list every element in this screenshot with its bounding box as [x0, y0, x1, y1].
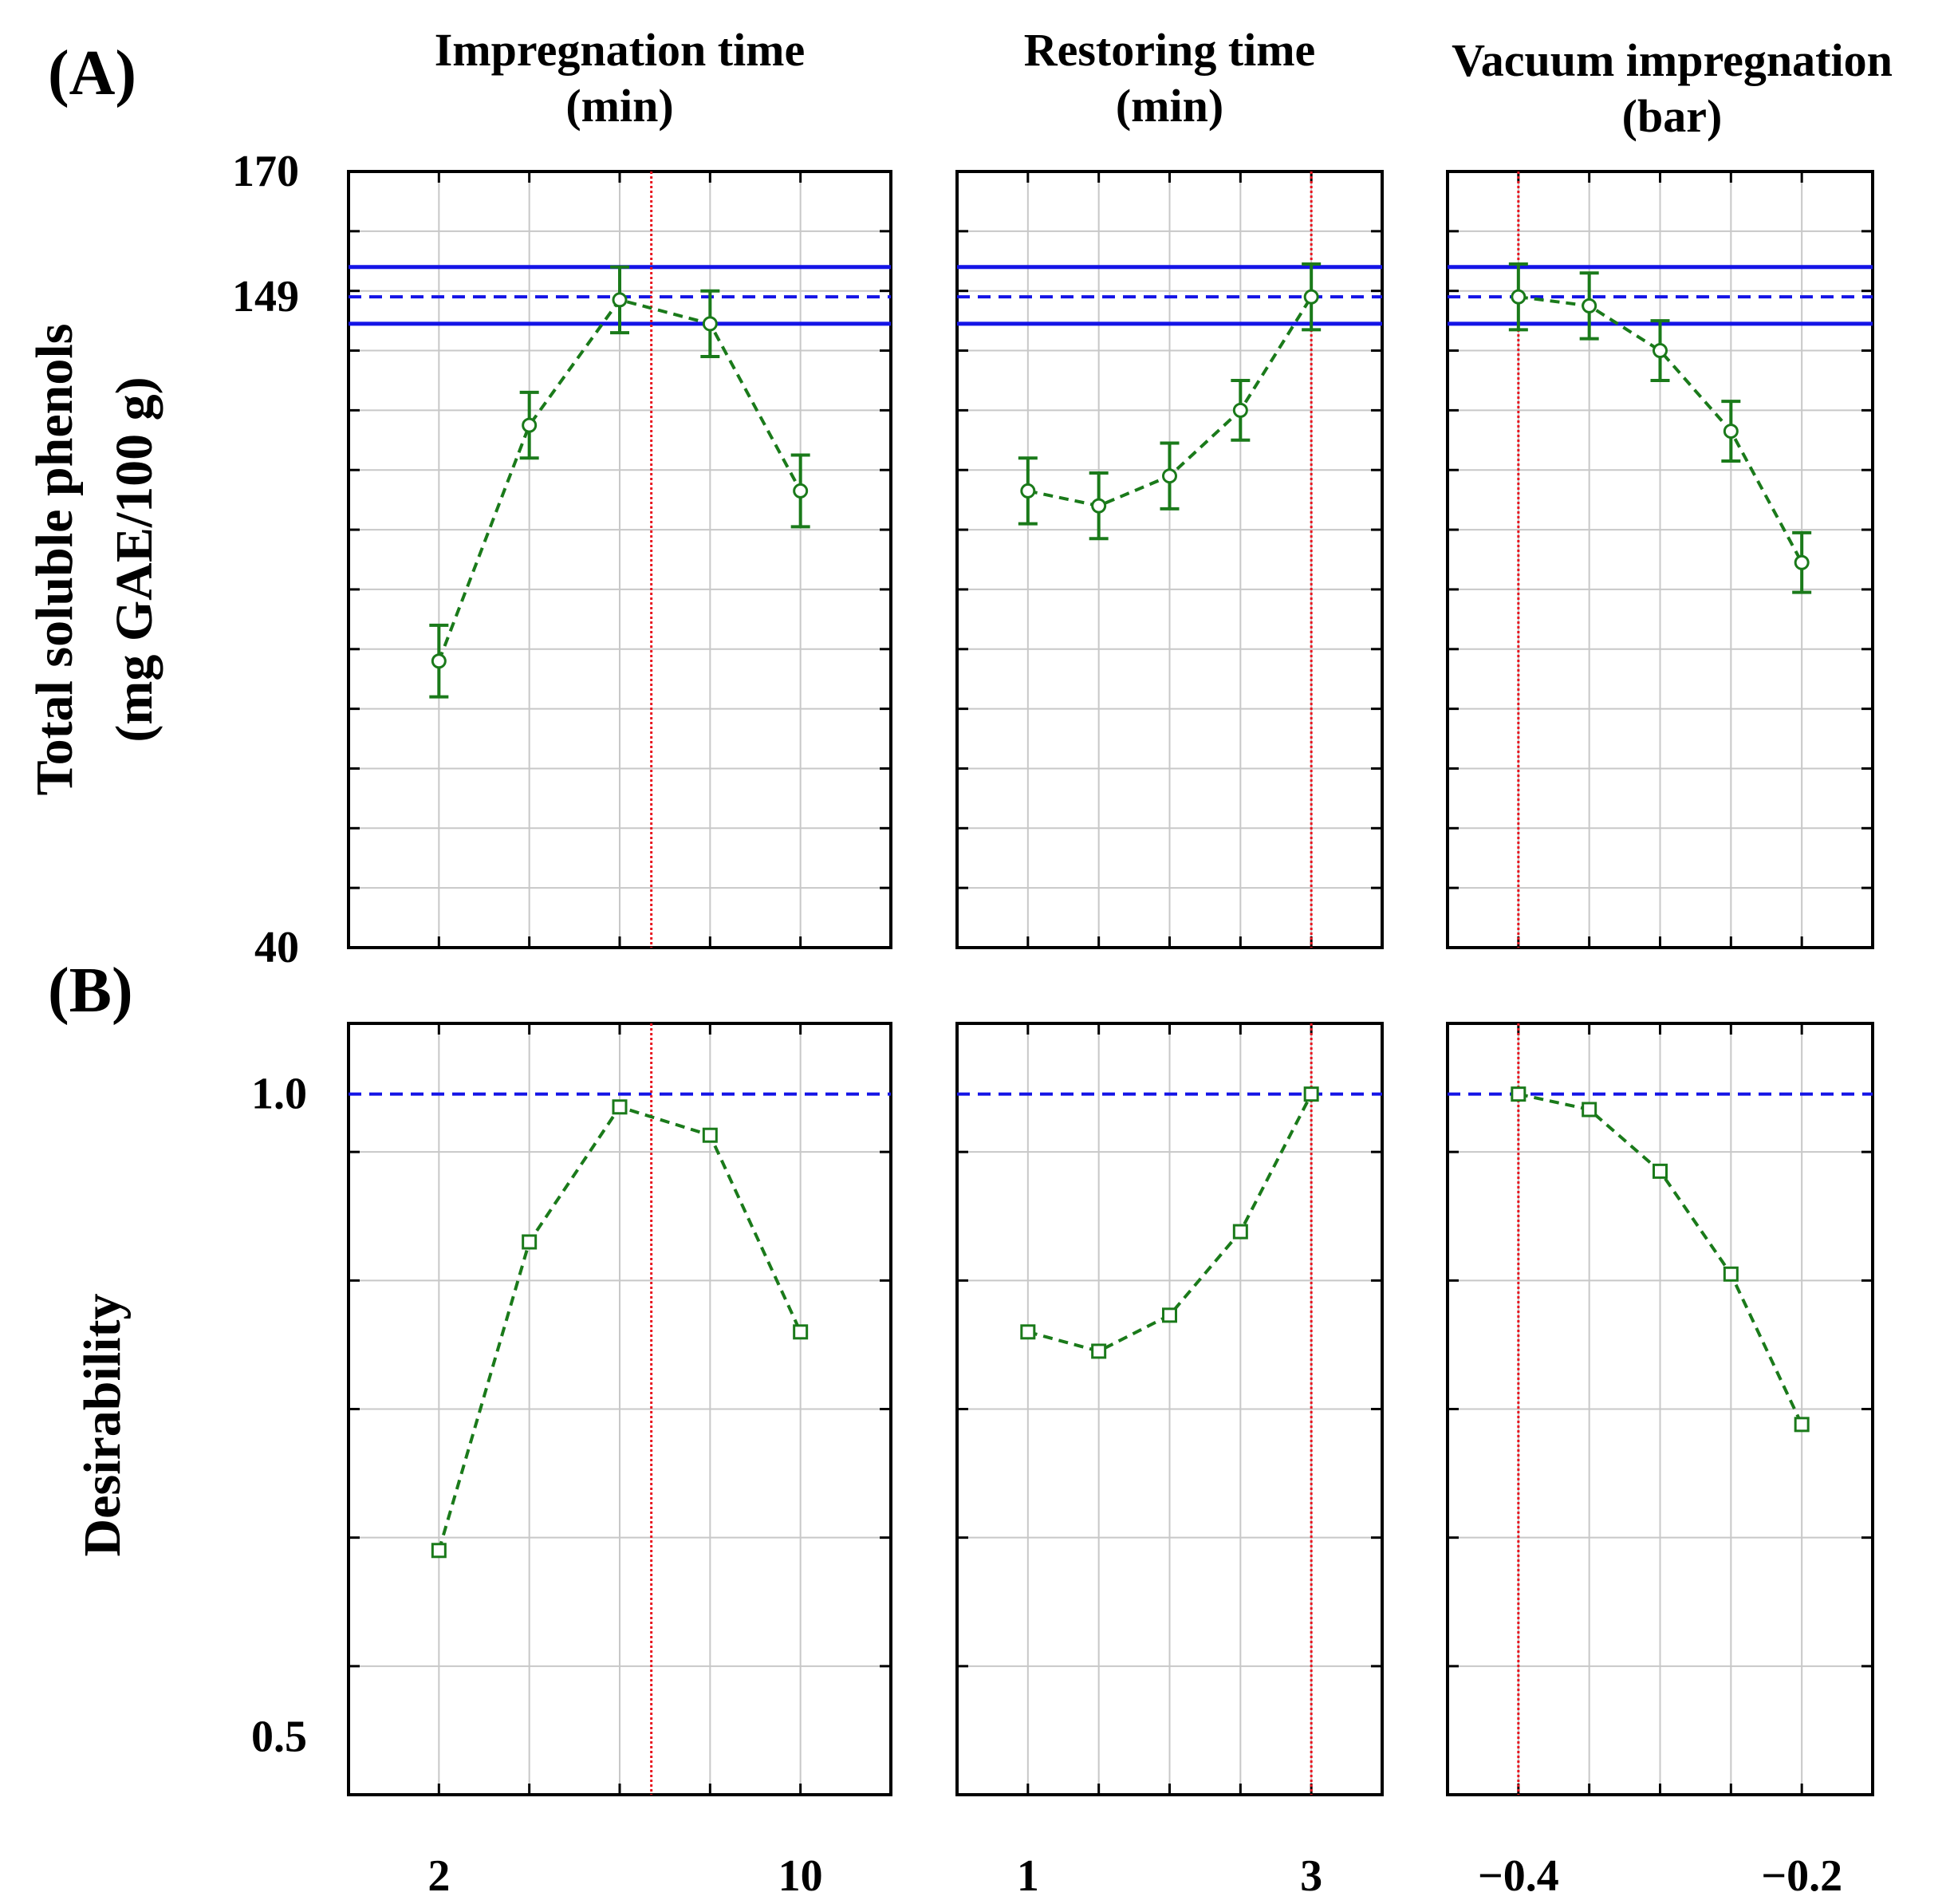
plot-frame: [347, 170, 892, 949]
x-tick-label: −0.4: [1478, 1851, 1559, 1901]
factor-title-line: (min): [1116, 80, 1223, 132]
data-point: [1303, 1086, 1319, 1102]
x-tick-label: 3: [1300, 1851, 1322, 1901]
data-point: [1091, 498, 1107, 514]
y-axis-title-line: Total soluble phenols: [26, 324, 84, 796]
data-point: [1582, 298, 1597, 313]
x-tick-label: 2: [427, 1851, 450, 1901]
y-tick-label: 40: [254, 923, 299, 972]
factor-title-line: Impregnation time: [435, 24, 806, 76]
data-point: [1232, 1224, 1248, 1240]
data-point: [1091, 1343, 1107, 1359]
plot-frame: [955, 170, 1384, 949]
data-point: [1511, 1086, 1527, 1102]
data-point: [793, 483, 809, 499]
factor-title-line: Vacuum impregnation: [1452, 34, 1893, 86]
data-point: [1794, 1417, 1810, 1433]
plot-frame: [347, 1022, 892, 1796]
prediction-curve: [1518, 295, 1803, 564]
x-tick-label: −0.2: [1761, 1851, 1842, 1901]
data-point: [1723, 424, 1739, 440]
panel-label-a: (A): [48, 38, 136, 108]
plot-area: Impregnation time(min)Restoring time(min…: [26, 24, 1893, 1901]
data-point: [612, 1099, 628, 1115]
data-point: [431, 653, 447, 669]
data-point: [522, 417, 538, 433]
data-point: [522, 1234, 538, 1250]
data-point: [793, 1324, 809, 1340]
y-axis-title-line: Desirability: [73, 1294, 132, 1557]
subplot-a-1: [347, 170, 892, 949]
x-tick-label: 10: [778, 1851, 823, 1901]
subplot-a-2: [955, 170, 1384, 949]
data-point: [1162, 468, 1177, 484]
plot-frame: [1446, 170, 1874, 949]
x-tick-label: 1: [1017, 1851, 1039, 1901]
y-tick-label: 170: [232, 147, 299, 196]
factor-title-line: Restoring time: [1024, 24, 1316, 76]
data-point: [431, 1543, 447, 1559]
subplot-b-3: [1446, 1022, 1874, 1796]
factor-title-line: (bar): [1622, 90, 1723, 142]
subplot-b-2: [955, 1022, 1384, 1796]
data-point: [612, 292, 628, 308]
data-point: [1020, 1324, 1036, 1340]
y-axis-title-line: (mg GAE/100 g): [105, 376, 163, 742]
data-point: [1303, 289, 1319, 305]
y-tick-label: 149: [232, 272, 299, 321]
data-point: [1232, 402, 1248, 418]
data-point: [1653, 343, 1668, 359]
data-point: [1723, 1266, 1739, 1282]
factor-title-line: (min): [565, 80, 673, 132]
subplot-b-1: [347, 1022, 892, 1796]
data-point: [1020, 483, 1036, 499]
panel-label-b: (B): [48, 956, 133, 1026]
data-point: [702, 1127, 718, 1143]
plot-frame: [955, 1022, 1384, 1796]
data-point: [1162, 1307, 1177, 1323]
data-point: [1511, 289, 1527, 305]
data-point: [1582, 1102, 1597, 1118]
data-point: [1653, 1163, 1668, 1179]
plot-frame: [1446, 1022, 1874, 1796]
subplot-a-3: [1446, 170, 1874, 949]
y-tick-label: 0.5: [251, 1712, 307, 1761]
data-point: [1794, 554, 1810, 570]
data-point: [702, 316, 718, 332]
y-tick-label: 1.0: [251, 1070, 307, 1119]
